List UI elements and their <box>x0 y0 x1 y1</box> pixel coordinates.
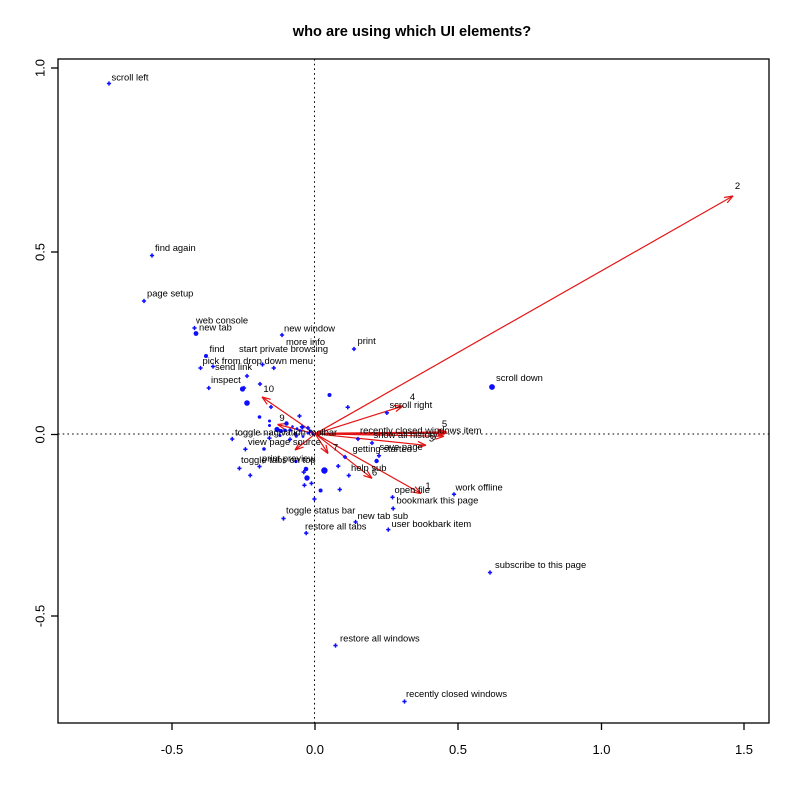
svg-text:send link: send link <box>215 361 252 372</box>
svg-text:1.0: 1.0 <box>33 59 48 77</box>
svg-text:0.5: 0.5 <box>449 742 467 757</box>
svg-text:1.0: 1.0 <box>592 742 610 757</box>
svg-text:0.0: 0.0 <box>306 742 324 757</box>
svg-text:toggle tabs on top: toggle tabs on top <box>241 454 316 465</box>
svg-text:start private browsing: start private browsing <box>239 343 328 354</box>
svg-text:web console: web console <box>195 315 248 326</box>
svg-text:restore all windows: restore all windows <box>340 633 420 644</box>
svg-text:more info: more info <box>286 336 325 347</box>
svg-text:who are using which UI element: who are using which UI elements? <box>292 24 531 40</box>
svg-text:10: 10 <box>263 384 274 395</box>
svg-text:scroll down: scroll down <box>496 372 543 383</box>
svg-text:recently closed windows item: recently closed windows item <box>360 425 482 436</box>
svg-text:new window: new window <box>284 323 335 334</box>
svg-text:4: 4 <box>410 392 415 403</box>
svg-text:restore all tabs: restore all tabs <box>305 521 367 532</box>
svg-text:recently closed windows: recently closed windows <box>406 688 507 699</box>
svg-text:new tab sub: new tab sub <box>358 510 409 521</box>
svg-text:7: 7 <box>333 443 338 454</box>
svg-text:print: print <box>358 335 377 346</box>
svg-text:user bookbark item: user bookbark item <box>392 518 472 529</box>
svg-text:toggle nagivation toolbar: toggle nagivation toolbar <box>235 427 337 438</box>
svg-text:scroll left: scroll left <box>112 72 149 83</box>
svg-text:save page: save page <box>380 441 423 452</box>
svg-text:find again: find again <box>155 242 196 253</box>
svg-text:work offline: work offline <box>455 482 503 493</box>
svg-text:1.5: 1.5 <box>735 742 753 757</box>
svg-text:inspect: inspect <box>211 374 241 385</box>
svg-text:1: 1 <box>425 481 430 492</box>
svg-text:pick from drop down menu: pick from drop down menu <box>203 355 313 366</box>
svg-text:getting started: getting started <box>353 443 412 454</box>
svg-text:scroll right: scroll right <box>390 399 433 410</box>
svg-text:help sub: help sub <box>351 462 386 473</box>
svg-text:view page source: view page source <box>248 436 321 447</box>
svg-text:9: 9 <box>279 413 284 424</box>
svg-text:show all history: show all history <box>374 429 438 440</box>
svg-text:page setup: page setup <box>147 288 193 299</box>
svg-text:0.5: 0.5 <box>33 243 48 261</box>
svg-text:0.0: 0.0 <box>33 425 48 443</box>
svg-text:open file: open file <box>395 484 430 495</box>
svg-text:3: 3 <box>429 434 434 445</box>
svg-text:find: find <box>210 343 225 354</box>
svg-text:5: 5 <box>442 419 447 430</box>
svg-text:subscribe to this page: subscribe to this page <box>495 559 586 570</box>
svg-text:toggle status bar: toggle status bar <box>286 505 355 516</box>
svg-text:-0.5: -0.5 <box>33 605 48 627</box>
svg-text:-0.5: -0.5 <box>161 742 183 757</box>
svg-text:2: 2 <box>735 181 740 192</box>
svg-text:6: 6 <box>372 468 377 479</box>
svg-text:bookmark this page: bookmark this page <box>397 495 479 506</box>
svg-text:print preview: print preview <box>262 453 315 464</box>
svg-text:new tab: new tab <box>199 322 232 333</box>
